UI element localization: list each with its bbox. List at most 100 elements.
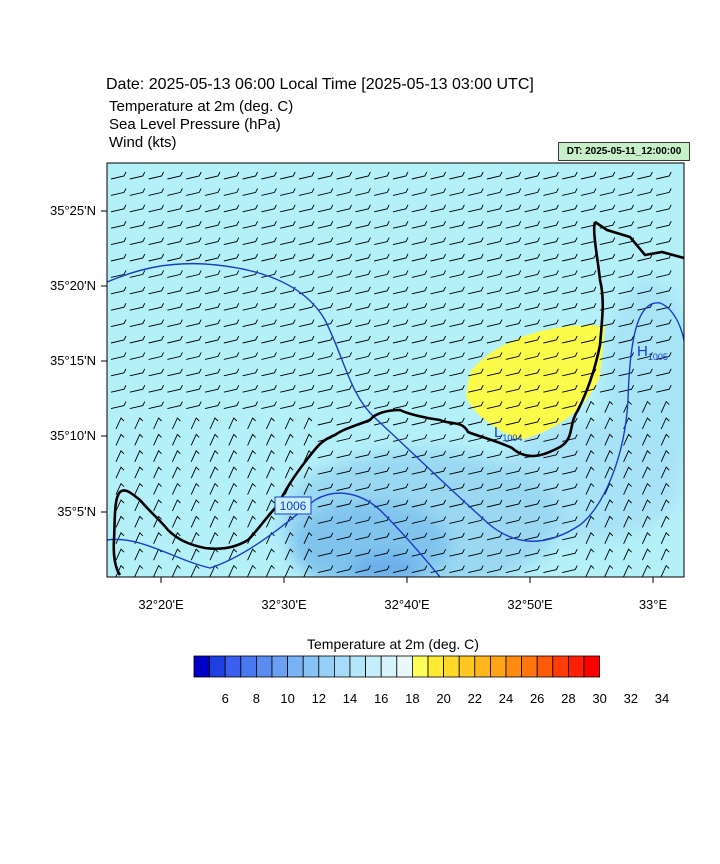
wind-barb [599, 237, 616, 246]
wind-barb [468, 286, 484, 295]
wind-barb [228, 499, 238, 512]
wind-barb [204, 401, 221, 410]
wind-barb [562, 286, 578, 295]
wind-barb [641, 499, 651, 512]
wind-barb [280, 220, 296, 229]
wind-barb [148, 270, 165, 278]
wind-barb [486, 352, 503, 360]
wind-barb [190, 450, 200, 462]
wind-barb [430, 171, 447, 180]
wind-barb [228, 532, 238, 544]
wind-barb [204, 220, 221, 229]
wind-barb [392, 286, 409, 295]
colorbar-tick-label: 8 [253, 691, 260, 706]
wind-barb [148, 204, 165, 213]
wind-barb [167, 204, 183, 213]
wind-barb [265, 433, 275, 446]
wind-barb [468, 368, 484, 377]
wind-barb [298, 286, 315, 295]
colorbar-tick-label: 32 [624, 691, 638, 706]
wind-barb [242, 368, 259, 377]
colorbar-swatch [489, 655, 507, 678]
wind-barb [660, 564, 670, 577]
wind-barb [449, 532, 465, 541]
wind-barb [543, 171, 559, 180]
wind-barb [486, 204, 503, 213]
wind-barb [355, 483, 371, 492]
wind-barb [449, 565, 465, 574]
wind-barb [641, 466, 651, 479]
wind-barb [153, 515, 162, 528]
wind-barb [148, 368, 165, 377]
wind-barb [618, 384, 635, 393]
wind-barb [317, 483, 334, 492]
colorbar-swatch [224, 655, 242, 678]
wind-barb [355, 368, 371, 377]
wind-barb [134, 564, 144, 577]
wind-barb [543, 450, 559, 459]
wind-barb [115, 532, 125, 544]
wind-barb [190, 433, 200, 446]
wind-barb [204, 319, 221, 328]
wind-barb [167, 384, 183, 393]
wind-barb [599, 253, 616, 262]
colorbar-tick-label: 22 [468, 691, 482, 706]
wind-barb [355, 548, 371, 557]
wind-barb [604, 466, 614, 479]
wind-barb [129, 401, 146, 410]
wind-barb [317, 548, 334, 557]
wind-barb [599, 270, 616, 278]
wind-barb [486, 237, 503, 246]
wind-barb [660, 400, 670, 413]
wind-barb [153, 466, 162, 479]
wind-barb [411, 286, 428, 295]
wind-barb [298, 237, 315, 246]
colorbar-swatch [380, 655, 398, 678]
wind-barb [336, 319, 353, 328]
wind-barb [430, 270, 447, 278]
wind-barb [303, 515, 313, 528]
wind-barb [223, 302, 240, 311]
wind-barb [656, 352, 672, 360]
wind-barb [228, 482, 238, 495]
wind-barb [336, 220, 353, 229]
wind-barb [171, 433, 181, 446]
wind-barb [317, 450, 334, 459]
wind-barb [223, 368, 240, 377]
wind-barb [411, 253, 428, 262]
wind-barb [261, 220, 277, 229]
wind-barb [171, 548, 181, 561]
wind-barb [129, 270, 146, 278]
wind-barb [604, 564, 614, 577]
wind-barb [430, 548, 447, 557]
wind-barb [486, 401, 503, 410]
wind-barb [355, 450, 371, 459]
wind-barb [411, 384, 428, 393]
wind-barb [336, 417, 353, 426]
wind-barb [298, 253, 315, 262]
wind-barb [449, 548, 465, 557]
wind-barb [543, 483, 559, 492]
wind-barb [129, 237, 146, 246]
wind-barb [585, 433, 595, 446]
wind-barb [505, 335, 522, 344]
lat-label: 35°20'N [50, 278, 96, 293]
wind-barb [171, 532, 181, 544]
colorbar-swatch [349, 655, 367, 678]
wind-barb [186, 302, 202, 311]
map-frame [106, 162, 685, 578]
wind-barb [374, 220, 390, 229]
wind-barb [543, 352, 559, 360]
wind-barb [618, 270, 635, 278]
wind-barb [562, 253, 578, 262]
wind-barb [317, 352, 334, 360]
wind-barb [411, 352, 428, 360]
wind-barb [524, 171, 541, 180]
wind-barb [242, 188, 259, 196]
wind-barb [265, 532, 275, 544]
wind-barb [355, 401, 371, 410]
wind-barb [660, 532, 670, 544]
wind-barb [660, 515, 670, 528]
wind-barb [153, 564, 162, 577]
